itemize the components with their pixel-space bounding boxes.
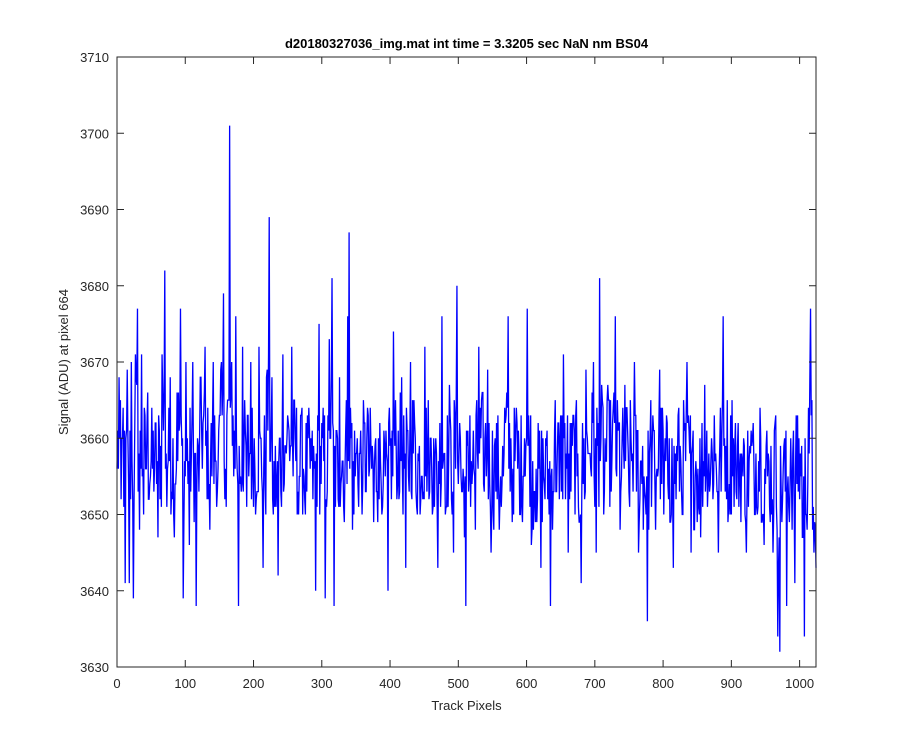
x-tick-label: 100	[174, 676, 196, 691]
series-layer	[116, 125, 817, 652]
y-tick-label: 3660	[80, 431, 109, 446]
y-tick-label: 3700	[80, 126, 109, 141]
y-axis-label: Signal (ADU) at pixel 664	[56, 289, 71, 435]
y-axis: 3630 3640 3650 3660 3670 3680 3690 3700 3710	[80, 50, 816, 675]
series-line	[116, 125, 817, 652]
x-axis-label: Track Pixels	[431, 698, 502, 713]
x-tick-label: 1000	[785, 676, 814, 691]
x-tick-label: 500	[447, 676, 469, 691]
x-tick-label: 800	[652, 676, 674, 691]
y-tick-label: 3690	[80, 203, 109, 218]
x-tick-label: 700	[584, 676, 606, 691]
y-tick-label: 3650	[80, 508, 109, 523]
x-tick-label: 0	[113, 676, 120, 691]
y-tick-label: 3630	[80, 660, 109, 675]
chart-title: d20180327036_img.mat int time = 3.3205 s…	[285, 36, 649, 51]
y-tick-label: 3680	[80, 279, 109, 294]
x-tick-label: 600	[516, 676, 538, 691]
y-tick-label: 3710	[80, 50, 109, 65]
x-axis: 0 100 200 300 400 500 600 700 800 900 1000	[113, 57, 814, 691]
x-tick-label: 400	[379, 676, 401, 691]
x-tick-label: 900	[721, 676, 743, 691]
y-tick-label: 3670	[80, 355, 109, 370]
x-tick-label: 300	[311, 676, 333, 691]
x-tick-label: 200	[243, 676, 265, 691]
y-tick-label: 3640	[80, 584, 109, 599]
